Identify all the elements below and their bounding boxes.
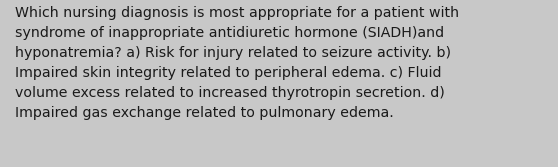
Text: Which nursing diagnosis is most appropriate for a patient with
syndrome of inapp: Which nursing diagnosis is most appropri… [15,6,459,120]
